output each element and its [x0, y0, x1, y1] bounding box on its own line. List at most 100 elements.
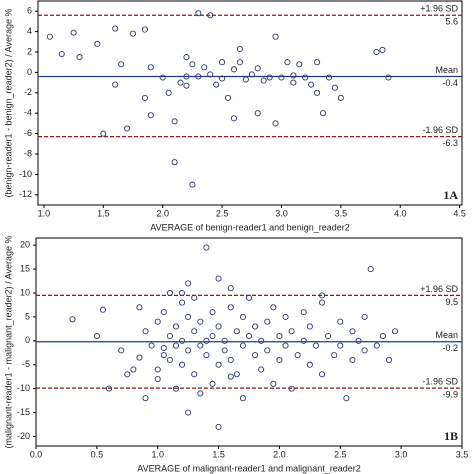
data-point	[215, 423, 222, 430]
data-point	[242, 76, 249, 83]
data-point	[355, 337, 362, 344]
data-point	[343, 395, 350, 402]
data-point	[337, 318, 344, 325]
data-point	[70, 29, 77, 36]
data-point	[385, 74, 392, 81]
data-point	[203, 352, 210, 359]
data-point	[183, 54, 190, 61]
data-point	[314, 89, 321, 96]
reference-label: Mean	[435, 330, 458, 340]
data-point	[233, 328, 240, 335]
y-tick-label: 4	[27, 26, 32, 36]
reference-value: 9.5	[445, 297, 458, 307]
data-point	[195, 10, 202, 17]
reference-label: +1.96 SD	[420, 284, 458, 294]
data-point	[58, 50, 65, 58]
data-point	[349, 328, 356, 335]
data-point	[171, 159, 178, 166]
data-point	[221, 337, 228, 344]
y-tick-label: 5	[25, 311, 30, 321]
data-point	[219, 59, 226, 66]
x-tick-label: 4.0	[394, 208, 407, 218]
data-point	[239, 342, 246, 349]
x-tick-label: 2.0	[273, 449, 286, 459]
data-point	[221, 347, 228, 354]
data-point	[124, 125, 131, 132]
y-tick-label: -5	[22, 359, 30, 369]
data-point	[191, 371, 198, 378]
data-point	[147, 64, 154, 71]
x-tick-label: 1.0	[151, 449, 164, 459]
data-point	[276, 356, 283, 363]
data-point	[166, 332, 173, 340]
data-point	[245, 294, 253, 301]
data-point	[379, 46, 386, 54]
y-tick-label: -20	[17, 431, 30, 441]
y-tick-label: -10	[19, 169, 32, 179]
data-point	[331, 84, 338, 91]
data-point	[129, 30, 137, 37]
reference-label: -1.96 SD	[422, 377, 458, 387]
data-point	[141, 94, 148, 101]
data-point	[207, 12, 214, 19]
panel-label: 1A	[443, 188, 458, 202]
reference-value: -9.9	[442, 390, 458, 400]
y-tick-label: -12	[19, 189, 32, 199]
data-point	[93, 332, 100, 340]
data-point	[69, 316, 76, 323]
data-point	[308, 81, 315, 88]
data-point	[227, 373, 234, 380]
data-point	[197, 390, 204, 397]
reference-value: -0.2	[442, 343, 458, 353]
x-axis-label: AVERAGE of benign-reader1 and benign_rea…	[150, 222, 349, 232]
x-tick-label: 1.5	[97, 208, 110, 218]
data-point	[236, 45, 243, 52]
data-point	[141, 26, 148, 33]
data-point	[373, 342, 380, 349]
data-point	[288, 328, 295, 335]
x-tick-label: 3.0	[275, 208, 288, 218]
data-point	[130, 366, 137, 373]
data-point	[112, 25, 119, 32]
data-point	[294, 352, 301, 359]
data-point	[258, 337, 265, 344]
data-point	[209, 332, 216, 340]
data-point	[264, 347, 271, 354]
data-point	[160, 344, 167, 352]
data-point	[136, 354, 143, 361]
data-point	[239, 313, 246, 320]
data-point	[215, 323, 222, 330]
data-point	[258, 366, 265, 373]
data-point	[219, 75, 226, 82]
data-point	[236, 59, 243, 66]
x-tick-label: 0.5	[91, 449, 104, 459]
y-tick-label: 0	[27, 67, 32, 77]
data-point	[224, 94, 232, 101]
x-tick-label: 1.5	[212, 449, 225, 459]
x-tick-label: 3.5	[456, 449, 469, 459]
data-point	[260, 77, 267, 84]
data-point	[272, 120, 279, 127]
data-point	[197, 342, 204, 349]
data-point	[148, 342, 155, 349]
y-tick-label: -10	[17, 383, 30, 393]
data-point	[385, 356, 393, 363]
y-tick-label: 20	[20, 240, 30, 250]
data-point	[179, 299, 186, 306]
data-point	[118, 347, 125, 354]
data-point	[183, 73, 190, 80]
data-point	[288, 385, 295, 392]
data-point	[112, 81, 119, 88]
data-point	[373, 48, 380, 56]
data-point	[278, 74, 285, 81]
x-tick-label: 2.5	[216, 208, 229, 218]
data-point	[290, 79, 297, 86]
data-point	[276, 332, 283, 340]
data-point	[300, 337, 307, 344]
data-point	[118, 61, 125, 68]
data-point	[99, 306, 106, 313]
data-point	[270, 380, 277, 387]
data-point	[318, 299, 326, 306]
data-point	[367, 266, 374, 273]
data-point	[185, 347, 192, 354]
